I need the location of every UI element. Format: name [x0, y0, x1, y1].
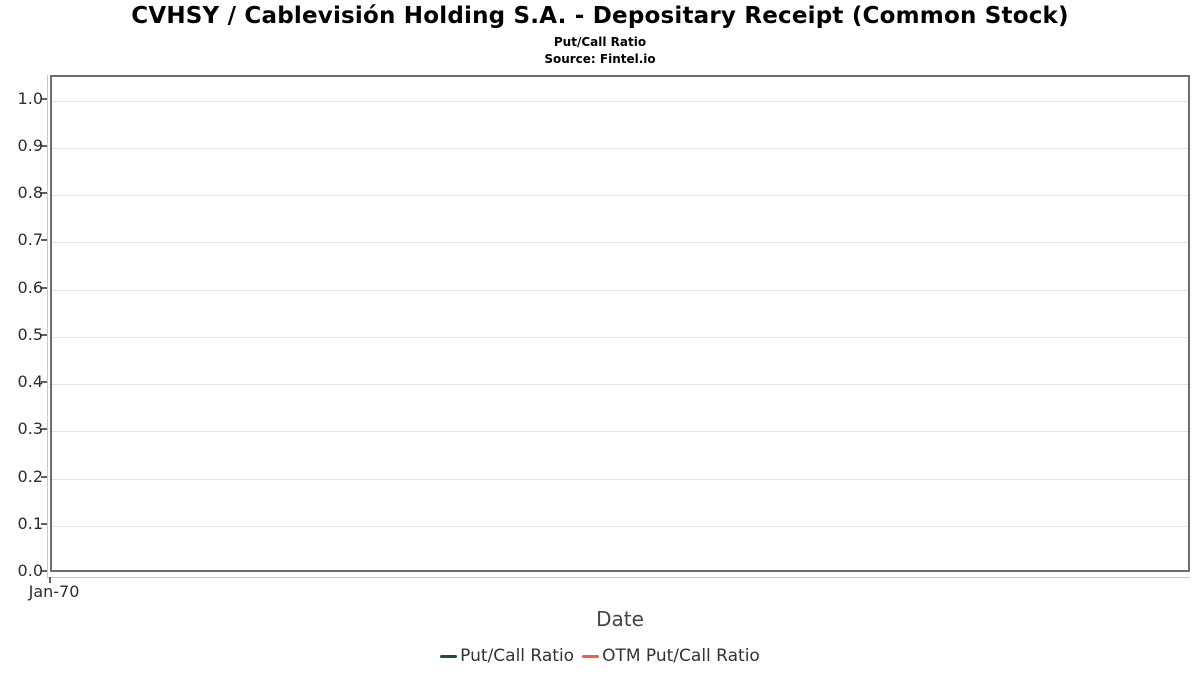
- y-axis-line: [47, 75, 48, 578]
- gridline: [52, 384, 1188, 386]
- legend-label: OTM Put/Call Ratio: [602, 646, 760, 666]
- legend-item[interactable]: Put/Call Ratio: [440, 646, 574, 666]
- gridline: [52, 195, 1188, 197]
- x-axis-title: Date: [596, 607, 644, 631]
- gridline: [52, 242, 1188, 244]
- y-tick-mark: [41, 475, 47, 478]
- x-tick-mark: [49, 577, 51, 583]
- chart-subtitle: Put/Call Ratio: [553, 35, 647, 49]
- y-tick-mark: [41, 522, 47, 525]
- gridline: [52, 478, 1188, 480]
- gridline: [52, 336, 1188, 338]
- gridline: [52, 147, 1188, 149]
- gridline: [52, 431, 1188, 433]
- x-axis-line: [47, 577, 1190, 578]
- legend-item[interactable]: OTM Put/Call Ratio: [582, 646, 760, 666]
- y-tick-mark: [41, 381, 47, 384]
- y-tick-label: 0.3: [17, 419, 43, 439]
- plot-area: [50, 75, 1190, 572]
- y-tick-mark: [41, 192, 47, 195]
- gridline: [52, 525, 1188, 527]
- gridline: [52, 289, 1188, 291]
- y-tick-mark: [41, 286, 47, 289]
- y-tick-mark: [41, 428, 47, 431]
- y-tick-label: 0.9: [17, 135, 43, 155]
- y-tick-label: 0.8: [17, 183, 43, 203]
- y-tick-mark: [41, 239, 47, 242]
- y-tick-mark: [41, 333, 47, 336]
- y-tick-label: 0.5: [17, 324, 43, 344]
- y-tick-label: 0.4: [17, 372, 43, 392]
- y-tick-label: 0.6: [17, 277, 43, 297]
- y-tick-label: 0.2: [17, 466, 43, 486]
- y-tick-mark: [41, 97, 47, 100]
- gridline: [52, 100, 1188, 102]
- y-tick-mark: [41, 144, 47, 147]
- legend-line-icon: [582, 654, 600, 658]
- legend: Put/Call Ratio OTM Put/Call Ratio: [0, 646, 1200, 666]
- y-tick-mark: [41, 570, 47, 572]
- chart-source: Source: Fintel.io: [544, 52, 656, 66]
- chart-title: CVHSY / Cablevisión Holding S.A. - Depos…: [131, 3, 1069, 29]
- y-tick-label: 0.1: [17, 513, 43, 533]
- x-tick-label: Jan-70: [28, 582, 80, 601]
- y-tick-label: 0.7: [17, 230, 43, 250]
- legend-label: Put/Call Ratio: [460, 646, 575, 666]
- y-tick-label: 1.0: [17, 88, 43, 108]
- y-tick-label: 0.0: [17, 561, 43, 580]
- legend-line-icon: [440, 654, 458, 658]
